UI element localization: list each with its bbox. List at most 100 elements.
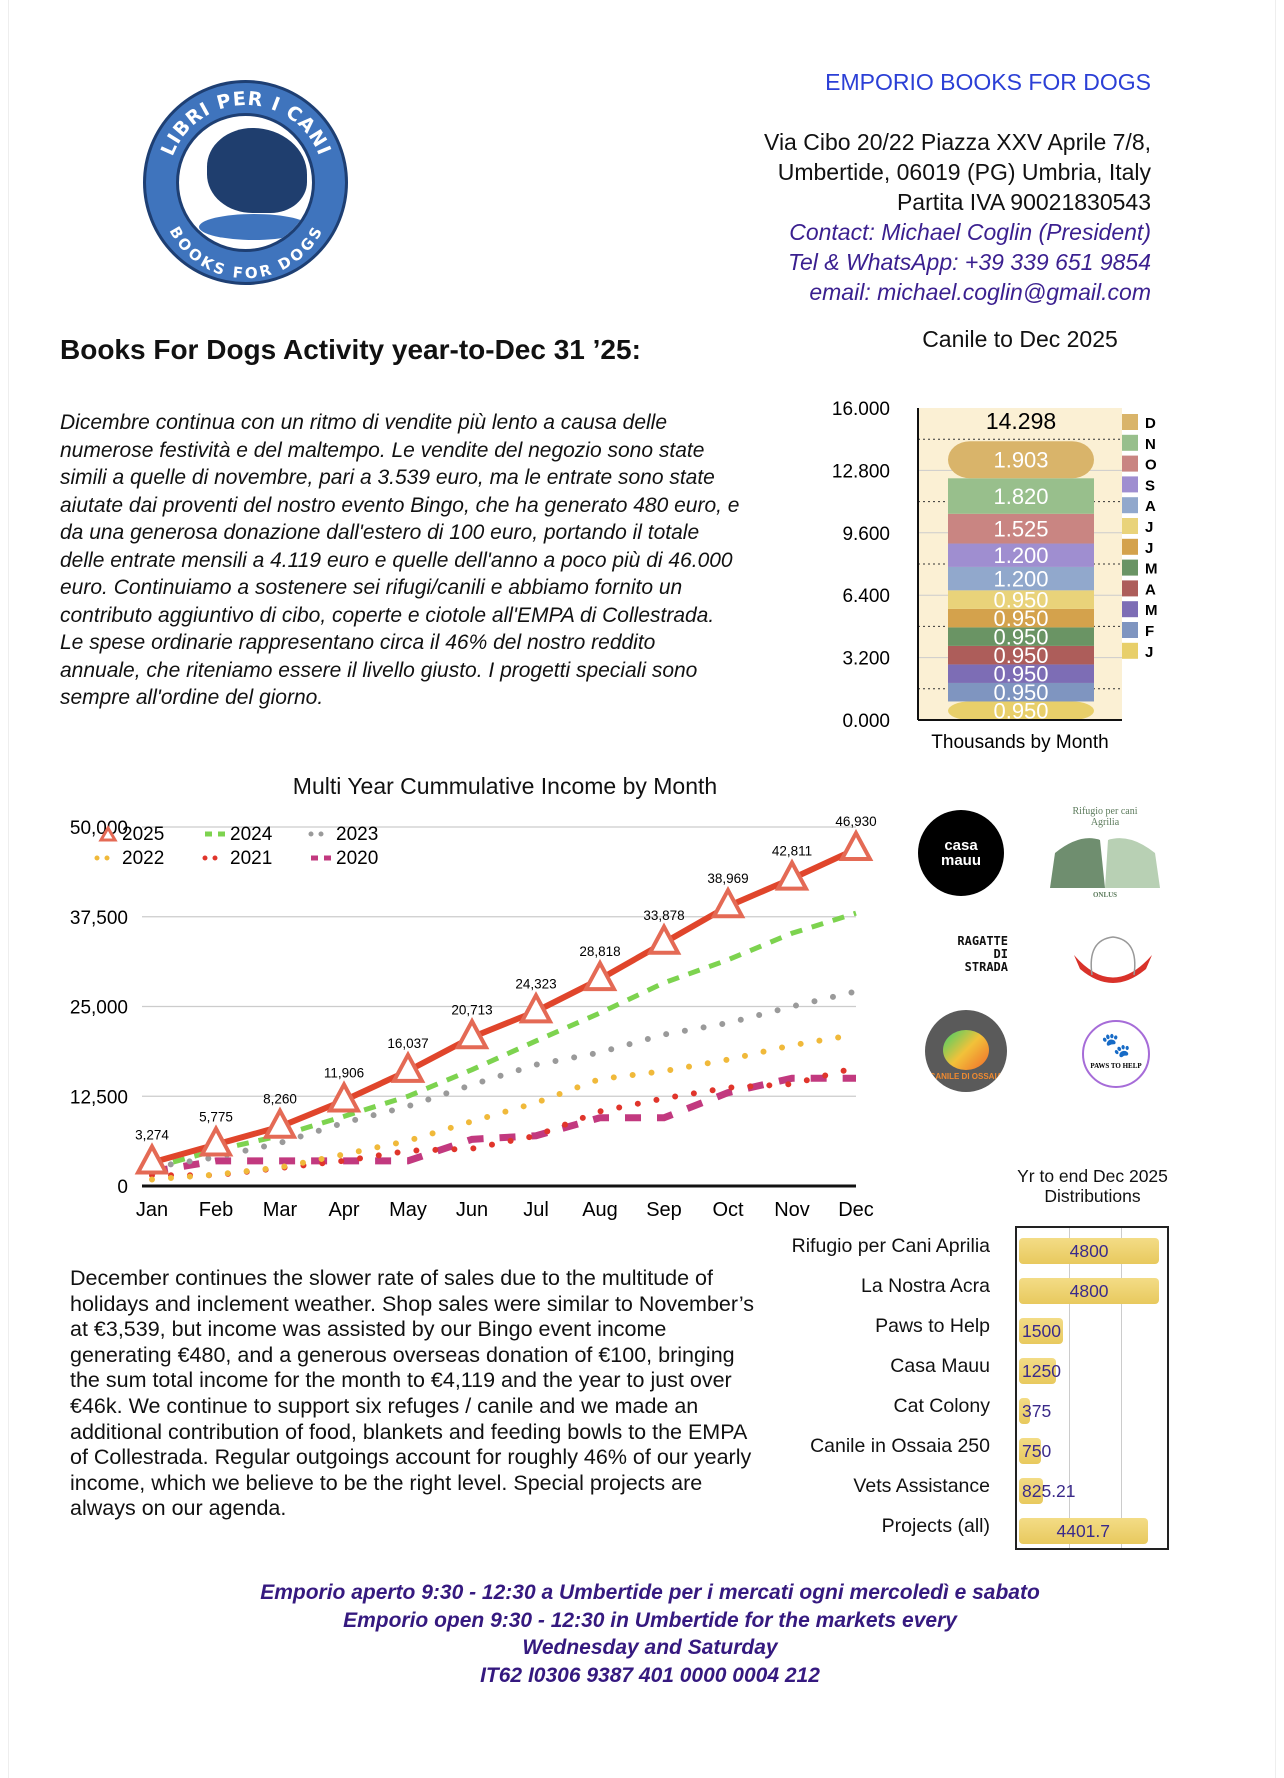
bar-value-label: 4401.7 xyxy=(1056,1521,1111,1541)
legend-label: 2021 xyxy=(230,848,272,869)
legend-swatch xyxy=(1122,434,1138,451)
legend-swatch xyxy=(1122,538,1138,555)
data-point-2025 xyxy=(134,1142,170,1175)
legend-swatch xyxy=(1122,622,1138,638)
y-tick-label: 0.000 xyxy=(842,711,890,732)
x-tick-label: Nov xyxy=(774,1199,810,1221)
series-line-2025 xyxy=(151,846,858,1166)
dogs-silhouette-icon xyxy=(1050,838,1160,888)
footer-line-days: Wednesday and Saturday xyxy=(522,1636,778,1659)
category-label: Canile in Ossaia 250 xyxy=(810,1435,990,1457)
segment-value-label: 1.200 xyxy=(993,543,1048,568)
bar-segment-j xyxy=(948,590,1094,609)
x-tick-label: Sep xyxy=(646,1199,682,1221)
category-label: Projects (all) xyxy=(881,1515,990,1537)
rifugio-agrilia-logo: Rifugio per cani Agrilia ONLUS xyxy=(1050,806,1160,906)
bar-value-label: 825.21 xyxy=(1022,1481,1076,1501)
legend-swatch xyxy=(1122,497,1138,514)
category-label: Vets Assistance xyxy=(853,1475,990,1497)
data-point-2025 xyxy=(838,828,874,862)
x-axis-label: Thousands by Month xyxy=(931,732,1108,753)
canile-stacked-chart: 0.0003.2006.4009.60012.80016.0000.9500.9… xyxy=(832,399,1158,753)
page-title: Books For Dogs Activity year-to-Dec 31 ’… xyxy=(60,334,641,365)
footer: Emporio aperto 9:30 - 12:30 a Umbertide … xyxy=(150,1579,1150,1689)
multi-year-income-chart: 0 12,500 25,000 37,500 50,000 Jan Feb Mar Apr May… xyxy=(70,814,877,1221)
segment-value-label: 1.820 xyxy=(993,484,1048,509)
data-point-2025 xyxy=(262,1106,298,1139)
y-tick-label: 3.200 xyxy=(842,649,890,670)
x-tick-label: Jan xyxy=(136,1199,168,1221)
legend-label: M xyxy=(1145,602,1158,619)
bar-segment-f xyxy=(948,682,1094,702)
category-label: Paws to Help xyxy=(875,1315,990,1337)
data-label: 11,906 xyxy=(324,1066,364,1081)
italian-summary: Dicembre continua con un ritmo di vendit… xyxy=(60,411,740,709)
segment-value-label: 1.525 xyxy=(993,517,1048,542)
legend-marker xyxy=(98,825,118,842)
contact-phone[interactable]: Tel & WhatsApp: +39 339 651 9854 xyxy=(788,249,1151,275)
address-line: Via Cibo 20/22 Piazza XXV Aprile 7/8, xyxy=(764,129,1151,155)
data-point-2025 xyxy=(646,922,682,955)
english-summary: December continues the slower rate of sa… xyxy=(70,1266,754,1521)
y-tick-label: 0 xyxy=(117,1177,128,1198)
legend-label: M xyxy=(1145,561,1158,578)
logo-text: casa mauu xyxy=(941,837,982,869)
data-label: 38,969 xyxy=(707,871,748,886)
ragatte-di-strada-logo: RAGATTE DI STRADA xyxy=(918,935,1008,980)
x-tick-label: Oct xyxy=(712,1199,744,1221)
gridline xyxy=(1069,1228,1070,1548)
segment-value-label: 0.950 xyxy=(993,662,1048,687)
footer-line-italian: Emporio aperto 9:30 - 12:30 a Umbertide … xyxy=(260,1581,1040,1604)
contact-email[interactable]: email: michael.coglin@gmail.com xyxy=(809,279,1151,305)
bar-value-label: 1500 xyxy=(1022,1321,1061,1341)
y-tick-label: 12.800 xyxy=(832,461,890,482)
x-tick-label: Jun xyxy=(456,1199,488,1221)
distribution-bar xyxy=(1019,1358,1056,1384)
legend-swatch xyxy=(1122,518,1138,534)
legend-swatch xyxy=(1122,601,1138,618)
legend-label: 2024 xyxy=(230,824,273,845)
data-point-2025 xyxy=(454,1017,490,1050)
data-label: 28,818 xyxy=(579,944,620,959)
address-line: Umbertide, 06019 (PG) Umbria, Italy xyxy=(777,159,1151,185)
stacked-bar xyxy=(948,441,1094,720)
data-label: 3,274 xyxy=(135,1127,169,1142)
legend-label: A xyxy=(1145,581,1156,598)
logo-text: RAGATTE DI STRADA xyxy=(957,934,1008,974)
x-tick-label: Feb xyxy=(199,1199,233,1221)
casa-mauu-logo: casa mauu xyxy=(918,810,1004,896)
bar-segment-j xyxy=(948,701,1094,720)
legend-label: N xyxy=(1145,436,1156,453)
paws-to-help-logo: 🐾 PAWS TO HELP xyxy=(1082,1020,1150,1088)
legend-label: O xyxy=(1145,457,1157,474)
bar-segment-m xyxy=(948,664,1094,683)
legend-swatch xyxy=(1122,559,1138,576)
legend-label: 2020 xyxy=(336,848,378,869)
hand-icon xyxy=(199,214,309,240)
data-point-2025 xyxy=(198,1124,234,1157)
legend-label: J xyxy=(1145,540,1153,557)
footer-line-english: Emporio open 9:30 - 12:30 in Umbertide f… xyxy=(343,1608,957,1632)
segment-value-label: 1.200 xyxy=(993,567,1048,592)
data-point-2025 xyxy=(710,885,746,919)
legend-swatch xyxy=(1122,455,1138,472)
legend-label: 2022 xyxy=(122,848,164,869)
segment-value-label: 0.950 xyxy=(993,606,1048,631)
legend-label: A xyxy=(1145,498,1156,515)
segment-value-label: 0.950 xyxy=(993,625,1048,650)
canile-di-ossaia-logo: CANILE DI OSSAIA xyxy=(925,1010,1007,1092)
segment-value-label: 0.950 xyxy=(993,680,1048,705)
data-label: 5,775 xyxy=(199,1110,233,1125)
legend-label: J xyxy=(1145,519,1153,536)
bar-segment-s xyxy=(948,543,1094,567)
data-point-2025 xyxy=(582,958,618,992)
la-nostra-acra-logo xyxy=(1072,935,1154,990)
data-point-2025 xyxy=(326,1080,362,1113)
contact-name: Contact: Michael Coglin (President) xyxy=(789,219,1151,245)
segment-value-label: 0.950 xyxy=(993,588,1048,613)
category-label: Cat Colony xyxy=(893,1395,990,1417)
legend-swatch xyxy=(1122,642,1138,659)
data-label: 24,323 xyxy=(515,976,556,991)
legend-label: 2023 xyxy=(336,824,378,845)
x-tick-label: Apr xyxy=(328,1199,359,1221)
